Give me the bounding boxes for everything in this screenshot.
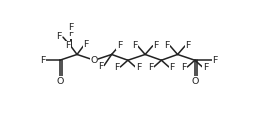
Text: F: F	[186, 41, 191, 50]
Text: F: F	[98, 62, 104, 71]
Text: O: O	[56, 77, 63, 86]
Text: F: F	[136, 63, 141, 72]
Text: F: F	[169, 63, 175, 72]
Text: F: F	[68, 22, 73, 32]
Text: F: F	[57, 32, 62, 41]
Text: F: F	[114, 63, 120, 72]
Text: F: F	[83, 40, 89, 49]
Text: F: F	[203, 63, 208, 72]
Text: F: F	[148, 63, 153, 72]
Text: F: F	[132, 41, 137, 50]
Text: F: F	[153, 41, 158, 50]
Text: F: F	[68, 29, 73, 38]
Text: F: F	[65, 41, 71, 50]
Text: F: F	[212, 56, 218, 65]
Text: O: O	[191, 77, 199, 86]
Text: F: F	[164, 41, 170, 50]
Text: O: O	[91, 56, 98, 65]
Text: F: F	[182, 63, 187, 72]
Text: F: F	[117, 41, 122, 50]
Text: F: F	[40, 56, 46, 65]
